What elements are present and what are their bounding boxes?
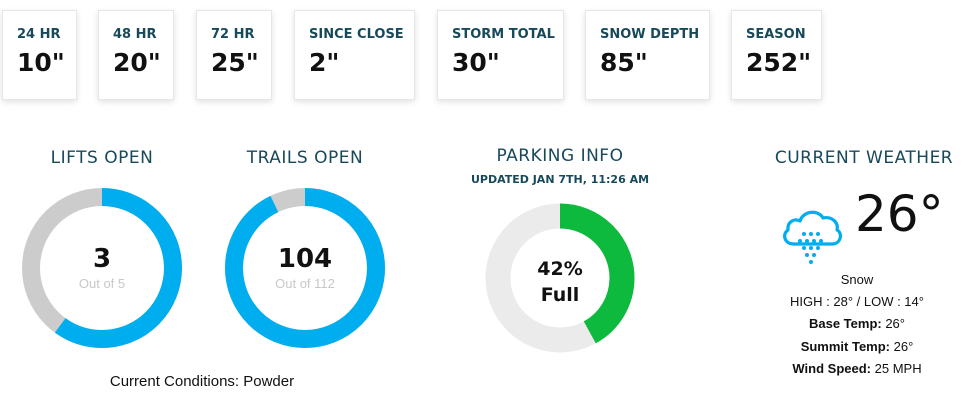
stat-card-season: SEASON 252" [731,10,822,100]
stat-value: 25" [211,48,259,77]
stat-label: STORM TOTAL [452,27,555,42]
stat-value: 2" [309,48,340,77]
stat-value: 252" [746,48,812,77]
stat-label: 72 HR [211,27,255,42]
trails-donut-arc [225,188,385,348]
stat-value: 30" [452,48,500,77]
trails-center: 104 Out of 112 [223,244,387,291]
lifts-donut [22,188,182,348]
parking-status: Full [540,284,580,306]
lifts-open-count: 3 [92,244,112,274]
stat-card-storm-total: STORM TOTAL 30" [437,10,564,100]
weather-high-low: HIGH : 28° / LOW : 14° [790,294,924,309]
stat-card-72hr: 72 HR 25" [196,10,272,100]
parking-percent: 42% [537,258,583,280]
parking-donut [485,203,635,353]
weather-title: CURRENT WEATHER [774,148,954,168]
stat-label: 48 HR [113,27,157,42]
trails-donut [225,188,385,348]
weather-description: Snow [840,272,874,287]
summit-temp-value: 26° [890,339,914,354]
stat-label: SNOW DEPTH [600,27,700,42]
parking-center: 42% Full [484,256,636,308]
current-conditions: Current Conditions: Powder [109,373,295,390]
stat-value: 85" [600,48,648,77]
stat-label: 24 HR [17,27,61,42]
stat-value: 20" [113,48,161,77]
stat-card-48hr: 48 HR 20" [98,10,174,100]
parking-title: PARKING INFO [496,146,624,166]
trails-open-count: 104 [277,244,333,274]
lifts-title: LIFTS OPEN [50,148,154,168]
parking-donut-arc [485,203,635,353]
stat-label: SINCE CLOSE [309,27,404,42]
snow-cloud-icon [783,210,843,264]
trails-title: TRAILS OPEN [246,148,364,168]
base-temp-value: 26° [881,316,905,331]
stat-value: 10" [17,48,65,77]
wind-speed: Wind Speed: 25 MPH [762,361,952,376]
lifts-center: 3 Out of 5 [20,244,184,291]
wind-speed-label: Wind Speed: [792,361,872,376]
trails-total: Out of 112 [275,276,335,291]
stat-card-since-close: SINCE CLOSE 2" [294,10,415,100]
base-temp: Base Temp: 26° [762,316,952,331]
wind-speed-value: 25 MPH [871,361,922,376]
stat-label: SEASON [746,27,806,42]
base-temp-label: Base Temp: [808,316,882,331]
lifts-donut-arc [22,188,182,348]
stat-card-snow-depth: SNOW DEPTH 85" [585,10,710,100]
weather-temperature: 26° [855,185,944,243]
stat-card-24hr: 24 HR 10" [2,10,77,100]
parking-updated: UPDATED JAN 7TH, 11:26 AM [470,173,650,186]
summit-temp: Summit Temp: 26° [762,339,952,354]
lifts-total: Out of 5 [78,276,126,291]
summit-temp-label: Summit Temp: [800,339,891,354]
